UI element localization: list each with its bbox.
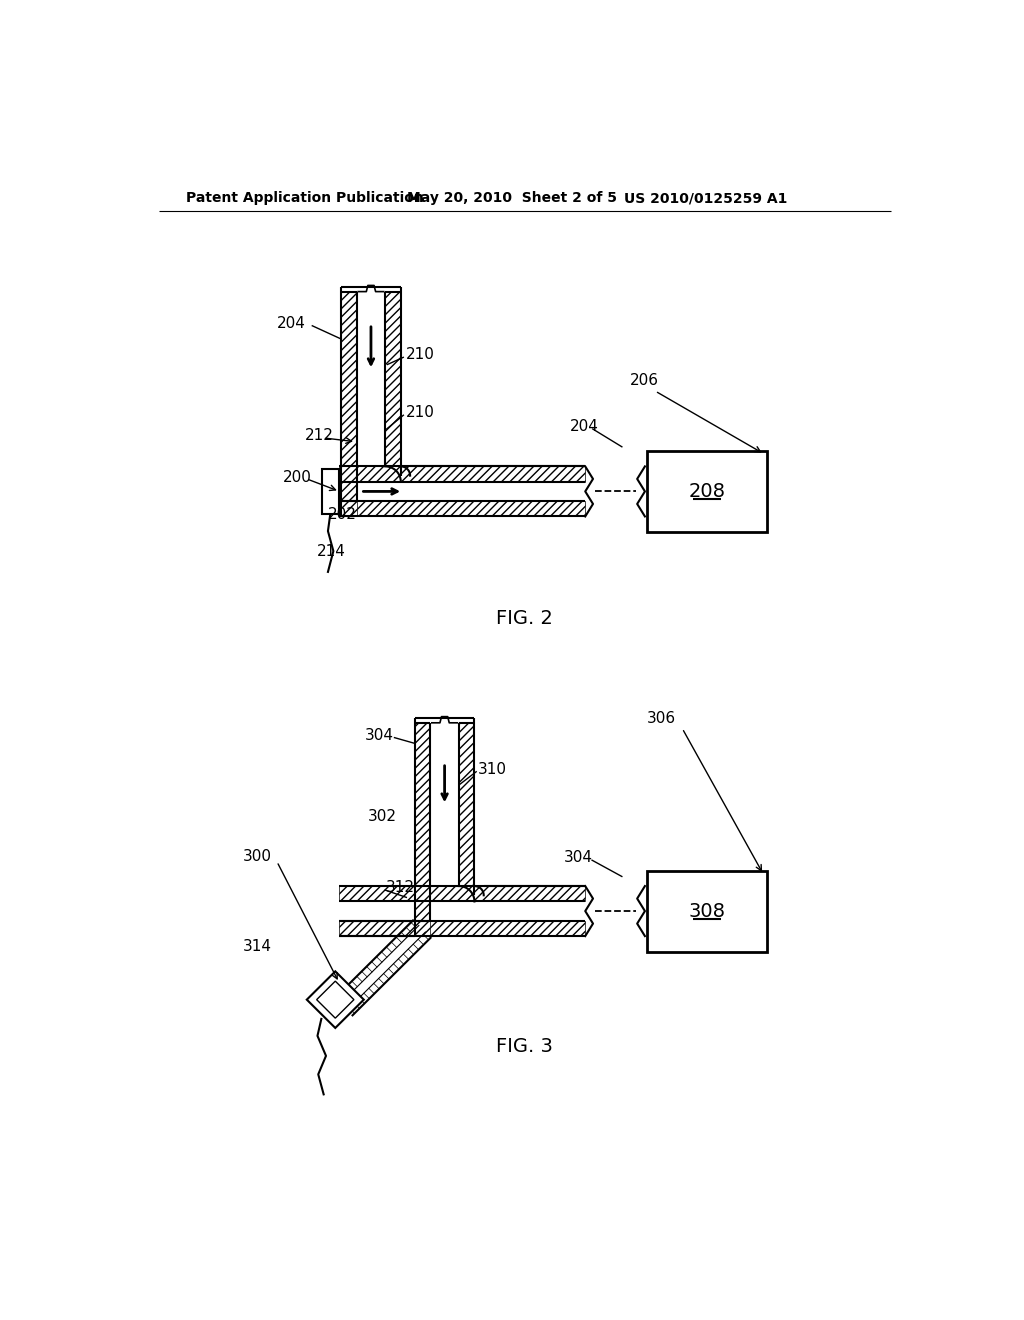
Text: 304: 304 xyxy=(563,850,593,865)
Text: 304: 304 xyxy=(365,729,393,743)
Bar xyxy=(385,292,400,466)
Text: May 20, 2010  Sheet 2 of 5: May 20, 2010 Sheet 2 of 5 xyxy=(407,191,617,206)
Text: US 2010/0125259 A1: US 2010/0125259 A1 xyxy=(624,191,787,206)
Text: 204: 204 xyxy=(276,317,306,331)
Bar xyxy=(415,723,430,886)
Text: 206: 206 xyxy=(630,372,659,388)
Text: FIG. 3: FIG. 3 xyxy=(497,1036,553,1056)
Bar xyxy=(339,886,586,902)
Bar xyxy=(339,921,586,936)
Bar xyxy=(415,886,430,936)
Text: 308: 308 xyxy=(689,902,726,920)
Text: 202: 202 xyxy=(328,507,356,521)
Text: 212: 212 xyxy=(305,428,334,444)
Text: 314: 314 xyxy=(243,939,271,953)
Bar xyxy=(322,469,339,513)
Text: 302: 302 xyxy=(369,809,397,824)
Bar xyxy=(647,871,767,952)
Text: 306: 306 xyxy=(647,710,677,726)
Bar xyxy=(339,502,586,516)
Text: 300: 300 xyxy=(243,849,271,865)
Bar xyxy=(307,972,364,1028)
Text: 200: 200 xyxy=(283,470,312,486)
Text: 210: 210 xyxy=(406,405,434,420)
Text: 208: 208 xyxy=(689,482,726,500)
Bar xyxy=(339,466,586,482)
Bar xyxy=(459,723,474,886)
Bar xyxy=(341,466,356,516)
Text: Patent Application Publication: Patent Application Publication xyxy=(186,191,424,206)
Text: FIG. 2: FIG. 2 xyxy=(497,610,553,628)
Bar xyxy=(647,451,767,532)
Text: 214: 214 xyxy=(317,544,346,558)
Text: 210: 210 xyxy=(406,347,434,362)
Text: 310: 310 xyxy=(478,762,507,776)
Text: 204: 204 xyxy=(569,418,599,434)
Bar xyxy=(316,981,354,1018)
Text: 312: 312 xyxy=(386,880,415,895)
Bar xyxy=(341,292,356,466)
